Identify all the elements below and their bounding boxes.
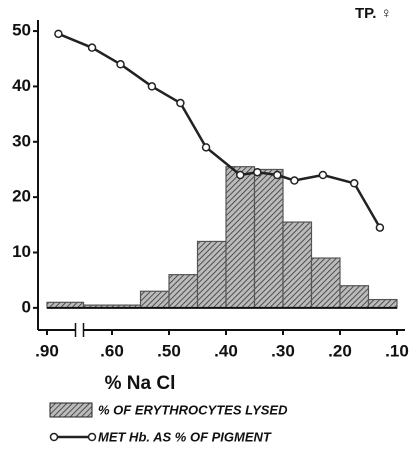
legend-label: MET Hb. AS % OF PIGMENT xyxy=(98,429,272,444)
histogram-bar xyxy=(339,285,370,309)
point xyxy=(116,60,125,69)
y-tick-label: 0 xyxy=(22,297,31,316)
point xyxy=(147,82,157,91)
axis-break xyxy=(75,324,84,336)
point xyxy=(375,223,385,232)
y-tick-label: 10 xyxy=(12,242,31,261)
point xyxy=(236,170,245,180)
y-tick-label: 30 xyxy=(12,131,31,150)
point xyxy=(253,167,262,177)
point xyxy=(318,170,328,180)
point xyxy=(290,176,299,185)
histogram-bar xyxy=(253,168,284,309)
histogram-bar xyxy=(196,240,227,309)
point xyxy=(350,179,359,188)
x-tick-label: .90 xyxy=(35,341,59,360)
legend-swatch xyxy=(49,402,93,418)
y-tick-label: 50 xyxy=(12,21,31,40)
histogram-bar xyxy=(225,166,256,309)
y-tick-label: 20 xyxy=(12,187,31,206)
point xyxy=(201,143,211,152)
x-tick-label: .20 xyxy=(328,341,352,360)
line xyxy=(57,32,381,229)
x-axis-label: % Na Cl xyxy=(105,373,176,394)
y-tick-label: 40 xyxy=(12,76,31,95)
histogram-bar xyxy=(282,221,313,309)
x-tick-label: .60 xyxy=(100,341,124,360)
legend-label: % OF ERYTHROCYTES LYSED xyxy=(98,402,288,417)
point xyxy=(54,29,63,39)
x-tick-label: .50 xyxy=(157,341,181,360)
legend-swatch xyxy=(49,432,59,442)
x-tick-label: .40 xyxy=(214,341,238,360)
x-tick-label: .10 xyxy=(385,341,409,360)
annotation: TP. ♀ xyxy=(355,5,392,22)
point xyxy=(273,170,282,180)
x-tick-label: .30 xyxy=(271,341,295,360)
point xyxy=(176,98,185,108)
histogram-bar xyxy=(168,274,199,309)
histogram-bar xyxy=(310,257,341,309)
histogram-bar xyxy=(139,290,170,309)
point xyxy=(87,43,97,52)
histogram-bar xyxy=(367,298,398,309)
legend-swatch xyxy=(87,432,97,442)
